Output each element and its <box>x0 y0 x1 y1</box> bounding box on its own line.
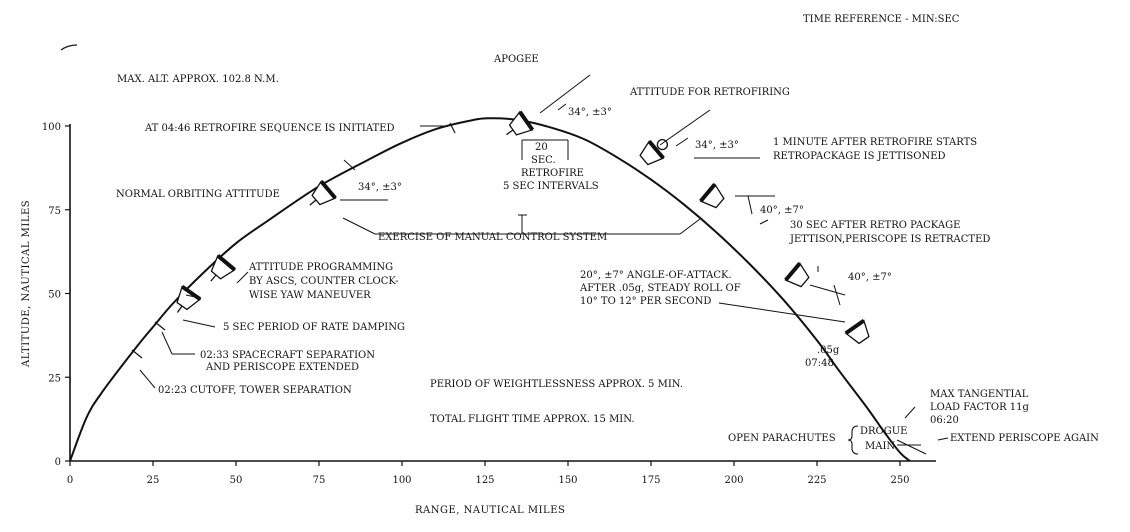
x-tick-label: 0 <box>67 475 73 486</box>
weightlessness-label: PERIOD OF WEIGHTLESSNESS APPROX. 5 MIN. <box>430 379 683 390</box>
time-0620-label: 06:20 <box>930 415 959 426</box>
angle-label-40: 40°, ±7° <box>848 272 892 283</box>
separation-label: 02:33 SPACECRAFT SEPARATION <box>200 350 375 361</box>
max-load-label: LOAD FACTOR 11g <box>930 402 1030 413</box>
trajectory-ticks <box>131 122 769 359</box>
attitude-programming-label: BY ASCS, COUNTER CLOCK- <box>249 276 399 287</box>
extend-periscope-label: EXTEND PERISCOPE AGAIN <box>950 433 1099 444</box>
x-tick-label: 175 <box>641 475 660 486</box>
retrofire-label: RETROFIRE <box>521 168 584 179</box>
angle-of-attack-label: 10° TO 12° PER SECOND <box>580 296 711 307</box>
corner-mark <box>60 44 78 51</box>
capsule-icon <box>506 110 535 136</box>
capsule-icon <box>784 262 810 288</box>
x-tick-label: 250 <box>890 475 909 486</box>
attitude-retrofire-label: ATTITUDE FOR RETROFIRING <box>629 87 790 98</box>
time-reference-label: TIME REFERENCE - MIN:SEC <box>803 14 960 25</box>
capsule-icon <box>210 254 236 282</box>
attitude-programming-label: WISE YAW MANEUVER <box>249 290 371 301</box>
angle-label-34: 34°, ±3° <box>568 107 612 118</box>
x-tick-label: 50 <box>230 475 243 486</box>
retro-seconds-unit: SEC. <box>531 155 556 166</box>
periscope-retract-label: JETTISON,PERISCOPE IS RETRACTED <box>789 234 990 245</box>
jettison-label: RETROPACKAGE IS JETTISONED <box>773 151 946 162</box>
y-tick-label: 0 <box>55 457 61 468</box>
x-axis-title: RANGE, NAUTICAL MILES <box>415 505 565 516</box>
capsule-icon <box>309 180 337 206</box>
y-tick-label: 100 <box>42 122 61 133</box>
x-tick-label: 75 <box>313 475 326 486</box>
leader-lines <box>139 74 949 455</box>
capsule-icon <box>699 183 725 209</box>
x-tick-label: 125 <box>475 475 494 486</box>
y-tick-label: 75 <box>48 206 61 217</box>
angle-label-34: 34°, ±3° <box>358 182 402 193</box>
angle-label-40: 40°, ±7° <box>760 205 804 216</box>
x-tick-label: 100 <box>392 475 411 486</box>
angle-of-attack-label: AFTER .05g, STEADY ROLL OF <box>579 283 741 294</box>
normal-orbit-label: NORMAL ORBITING ATTITUDE <box>116 189 280 200</box>
point-05g-label: .05g <box>817 345 840 356</box>
capsule-icon <box>639 138 669 166</box>
flight-time-label: TOTAL FLIGHT TIME APPROX. 15 MIN. <box>430 414 635 425</box>
jettison-label: 1 MINUTE AFTER RETROFIRE STARTS <box>773 137 977 148</box>
drogue-label: DROGUE <box>860 426 907 437</box>
main-label: MAIN <box>865 441 895 452</box>
rate-damping-label: 5 SEC PERIOD OF RATE DAMPING <box>223 322 405 333</box>
angle-label-34: 34°, ±3° <box>695 140 739 151</box>
time-0748-label: 07:48 <box>805 358 834 369</box>
max-altitude-label: MAX. ALT. APPROX. 102.8 N.M. <box>117 74 279 85</box>
manual-control-label: EXERCISE OF MANUAL CONTROL SYSTEM <box>378 232 607 243</box>
retro-seconds-value: 20 <box>535 142 548 153</box>
retrofire-sequence-label: AT 04:46 RETROFIRE SEQUENCE IS INITIATED <box>144 123 395 134</box>
cutoff-label: 02:23 CUTOFF, TOWER SEPARATION <box>158 385 352 396</box>
parachute-brace <box>847 425 859 455</box>
trajectory-line <box>69 117 911 462</box>
retrofire-intervals-label: 5 SEC INTERVALS <box>503 181 599 192</box>
manual-control-bracket <box>342 214 701 235</box>
periscope-retract-label: 30 SEC AFTER RETRO PACKAGE <box>790 220 960 231</box>
open-parachutes-label: OPEN PARACHUTES <box>728 433 836 444</box>
x-tick-label: 25 <box>147 475 160 486</box>
x-tick-label: 200 <box>724 475 743 486</box>
apogee-label: APOGEE <box>493 54 539 65</box>
angle-of-attack-label: 20°, ±7° ANGLE-OF-ATTACK. <box>580 270 732 281</box>
y-tick-label: 25 <box>48 373 61 384</box>
x-ticks: 0 25 50 75 100 125 150 175 200 225 250 <box>67 461 910 486</box>
x-tick-label: 150 <box>558 475 577 486</box>
y-tick-label: 50 <box>48 290 61 301</box>
attitude-programming-label: ATTITUDE PROGRAMMING <box>248 262 393 273</box>
x-tick-label: 225 <box>807 475 826 486</box>
y-ticks: 0 25 50 75 100 <box>42 122 70 468</box>
max-load-label: MAX TANGENTIAL <box>930 389 1029 400</box>
capsule-icon <box>844 318 870 345</box>
y-axis-title: ALTITUDE, NAUTICAL MILES <box>21 200 32 368</box>
separation-label: AND PERISCOPE EXTENDED <box>205 362 359 373</box>
